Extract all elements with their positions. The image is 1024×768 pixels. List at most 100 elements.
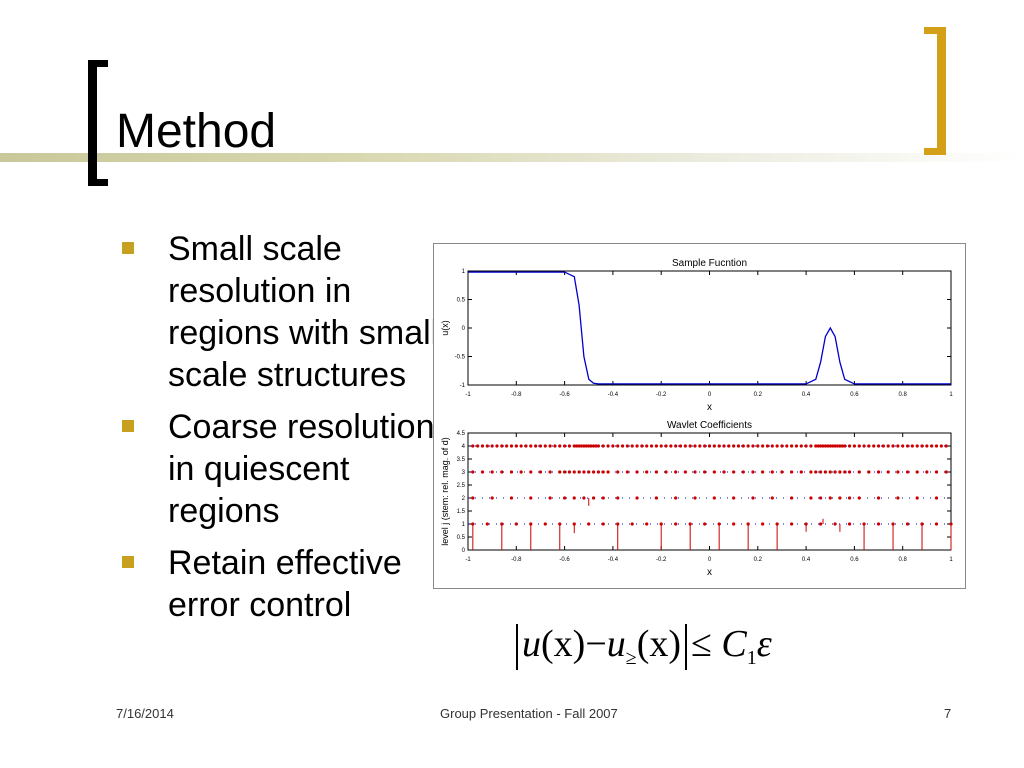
coefficient-dot <box>471 470 475 474</box>
bullet-item: Small scale resolution in regions with s… <box>120 228 450 396</box>
coefficient-dot <box>920 444 924 448</box>
coefficient-dot <box>616 444 620 448</box>
coefficient-dot <box>826 444 830 448</box>
x-axis-label: x <box>707 567 712 578</box>
coefficient-dot <box>577 470 581 474</box>
coefficient-dot <box>835 444 840 448</box>
coefficient-dot <box>480 444 485 448</box>
coefficient-dot <box>601 522 605 526</box>
coefficient-dot <box>761 444 765 448</box>
coefficient-dot <box>934 444 939 448</box>
coefficient-dot <box>584 444 588 448</box>
coefficient-dot <box>674 496 678 500</box>
coefficient-dot <box>524 444 528 448</box>
coefficient-dot <box>635 496 639 500</box>
coefficient-dot <box>780 470 784 474</box>
coefficient-dot <box>944 444 948 448</box>
coefficient-dot <box>688 444 692 448</box>
coefficient-dot <box>577 444 581 448</box>
coefficient-dot <box>611 444 615 448</box>
coefficient-dot <box>843 470 847 474</box>
coefficient-dot <box>717 444 721 448</box>
coefficient-dot <box>476 444 480 448</box>
coefficient-dot <box>751 444 755 448</box>
coefficient-dot <box>616 496 620 500</box>
x-axis-label: x <box>707 402 712 413</box>
coefficient-dot <box>722 444 726 448</box>
y-tick-label: 3.5 <box>457 457 466 463</box>
coefficient-dot <box>862 444 866 448</box>
coefficient-dot <box>915 444 919 448</box>
coefficient-dot <box>594 444 598 448</box>
coefficient-dot <box>601 470 605 474</box>
x-tick-label: 0.2 <box>754 392 763 398</box>
coefficient-dot <box>640 444 644 448</box>
coefficient-dot <box>751 470 755 474</box>
x-tick-label: 0.2 <box>754 557 763 563</box>
coefficient-dot <box>915 496 919 500</box>
coefficient-dot <box>840 444 844 448</box>
eq-C: C <box>721 623 747 665</box>
coefficient-dot <box>625 470 629 474</box>
coefficient-dot <box>833 444 837 448</box>
coefficient-dot <box>698 444 702 448</box>
coefficient-dot <box>814 470 818 474</box>
coefficient-dot <box>509 444 514 448</box>
coefficient-dot <box>703 444 707 448</box>
coefficient-dot <box>664 470 668 474</box>
coefficient-dot <box>799 444 803 448</box>
coefficient-dot <box>645 444 649 448</box>
coefficient-dot <box>703 470 707 474</box>
coefficient-dot <box>596 470 601 474</box>
coefficient-dot <box>606 470 610 474</box>
coefficient-dot <box>563 496 567 500</box>
x-tick-label: 0.4 <box>802 392 811 398</box>
coefficient-dot <box>674 522 678 526</box>
x-tick-label: -0.8 <box>511 557 522 563</box>
square-bullet-icon <box>122 556 134 568</box>
coefficient-dot <box>751 496 755 500</box>
y-tick-label: 2 <box>462 496 466 502</box>
coefficient-dot <box>732 444 736 448</box>
coefficient-dot <box>683 470 687 474</box>
coefficient-dot <box>905 444 910 448</box>
coefficient-dot <box>823 470 828 474</box>
coefficient-dot <box>534 444 538 448</box>
y-tick-label: 0 <box>462 326 466 332</box>
coefficient-dot <box>732 470 736 474</box>
coefficient-dot <box>896 470 900 474</box>
coefficient-dot <box>867 444 871 448</box>
coefficient-dot <box>818 496 823 500</box>
eq-u: u <box>522 623 541 665</box>
coefficient-dot <box>703 522 707 526</box>
coefficient-dot <box>736 444 741 448</box>
coefficient-dot <box>505 444 509 448</box>
left-bracket-decoration <box>88 60 108 186</box>
x-tick-label: 0.8 <box>899 557 908 563</box>
coefficient-dot <box>485 522 489 526</box>
eq-epsilon: ε <box>756 623 772 665</box>
coefficient-dot <box>925 470 929 474</box>
coefficient-dot <box>538 470 543 474</box>
coefficient-dot <box>838 444 842 448</box>
coefficient-dot <box>809 496 813 500</box>
coefficient-dot <box>741 470 745 474</box>
coefficient-dot <box>847 522 852 526</box>
coefficient-dot <box>693 444 697 448</box>
coefficient-dot <box>857 470 861 474</box>
eq-minus: − <box>585 623 607 665</box>
y-tick-label: 4 <box>462 444 466 450</box>
coefficient-dot <box>572 444 576 448</box>
abs-bar-left <box>516 624 518 671</box>
coefficient-dot <box>847 496 852 500</box>
coefficient-dot <box>934 496 939 500</box>
coefficient-dot <box>746 444 750 448</box>
coefficient-dot <box>790 496 794 500</box>
coefficient-dot <box>790 444 794 448</box>
eq-x2: (x) <box>636 623 682 665</box>
coefficient-dot <box>548 470 552 474</box>
coefficient-dot <box>876 444 881 448</box>
coefficient-dot <box>558 444 562 448</box>
eq-u-approx: u <box>606 623 626 665</box>
coefficient-dot <box>625 444 629 448</box>
